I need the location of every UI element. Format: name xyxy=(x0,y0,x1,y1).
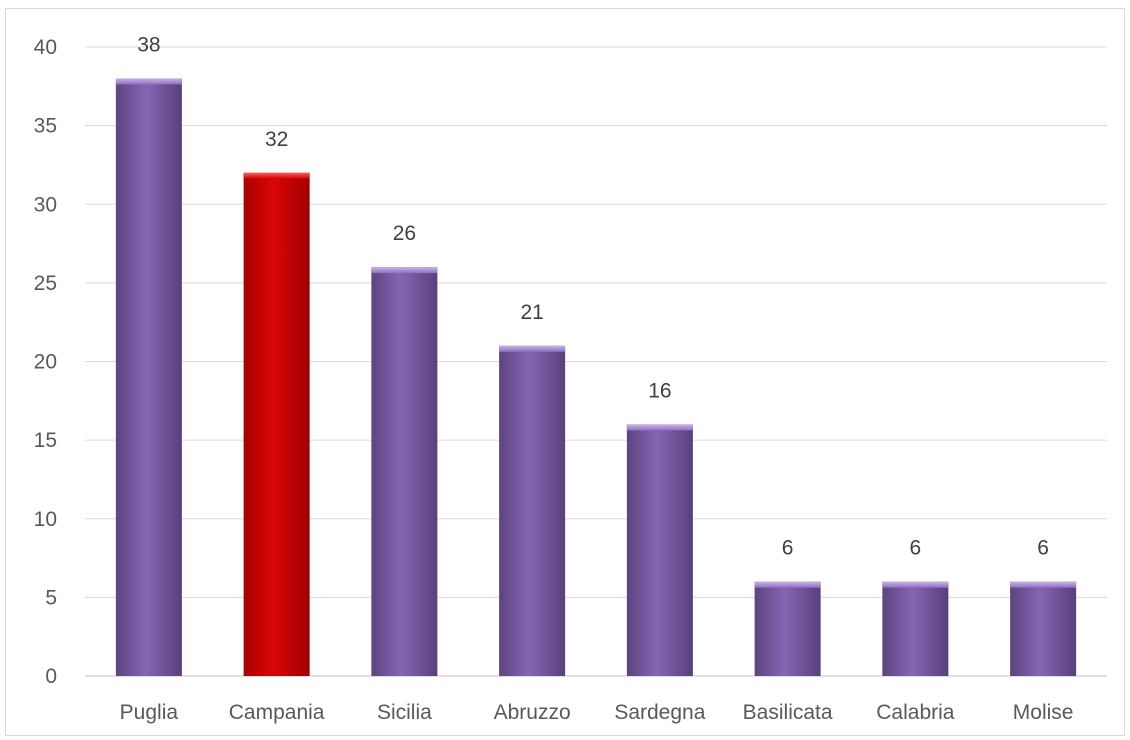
y-tick-label: 5 xyxy=(45,586,57,609)
y-tick-label: 40 xyxy=(34,36,57,59)
x-tick-label: Molise xyxy=(1013,701,1074,724)
bar xyxy=(499,345,566,676)
bar xyxy=(243,172,310,677)
y-axis-tick-labels: 0 5 10 15 20 25 30 35 40 xyxy=(34,36,57,688)
bar-basilicata xyxy=(754,581,821,676)
gridlines xyxy=(85,46,1107,677)
bar-calabria xyxy=(882,581,949,676)
bar xyxy=(754,581,821,676)
bar-top-bevel xyxy=(499,345,566,352)
y-tick-label: 10 xyxy=(34,508,57,531)
bar xyxy=(882,581,949,676)
data-label: 6 xyxy=(782,537,794,560)
data-label: 6 xyxy=(910,537,922,560)
bar-top-bevel xyxy=(1010,581,1077,588)
x-tick-label: Sicilia xyxy=(377,701,432,724)
data-label: 32 xyxy=(265,128,288,151)
bar-sardegna xyxy=(626,424,693,676)
bar-puglia xyxy=(115,78,182,676)
x-axis-tick-labels: Puglia Campania Sicilia Abruzzo Sardegna Basi… xyxy=(120,701,1074,724)
bar xyxy=(115,78,182,676)
bar-top-bevel xyxy=(243,172,310,179)
y-tick-label: 35 xyxy=(34,115,57,138)
bar-sicilia xyxy=(371,267,438,676)
bars xyxy=(115,78,1077,677)
x-tick-label: Basilicata xyxy=(743,701,833,724)
bar-top-bevel xyxy=(882,581,949,588)
y-tick-label: 25 xyxy=(34,272,57,295)
bar-top-bevel xyxy=(626,424,693,431)
bar xyxy=(626,424,693,676)
bar xyxy=(371,267,438,676)
bar-top-bevel xyxy=(371,267,438,274)
y-tick-label: 30 xyxy=(34,193,57,216)
x-tick-label: Abruzzo xyxy=(494,701,571,724)
y-tick-label: 20 xyxy=(34,351,57,374)
x-tick-label: Calabria xyxy=(876,701,955,724)
data-label: 21 xyxy=(520,301,543,324)
y-tick-label: 15 xyxy=(34,429,57,452)
data-label: 6 xyxy=(1037,537,1049,560)
bar-top-bevel xyxy=(115,78,182,85)
bar-top-bevel xyxy=(754,581,821,588)
bar-campania xyxy=(243,172,310,677)
x-tick-label: Puglia xyxy=(120,701,179,724)
bar-molise xyxy=(1010,581,1077,676)
x-tick-label: Campania xyxy=(229,701,325,724)
data-label: 38 xyxy=(137,33,160,56)
data-labels: 38 32 26 21 16 6 6 6 xyxy=(137,33,1049,559)
y-tick-label: 0 xyxy=(45,665,57,688)
data-label: 26 xyxy=(393,222,416,245)
x-tick-label: Sardegna xyxy=(614,701,705,724)
bar-abruzzo xyxy=(499,345,566,676)
data-label: 16 xyxy=(648,379,671,402)
bar xyxy=(1010,581,1077,676)
